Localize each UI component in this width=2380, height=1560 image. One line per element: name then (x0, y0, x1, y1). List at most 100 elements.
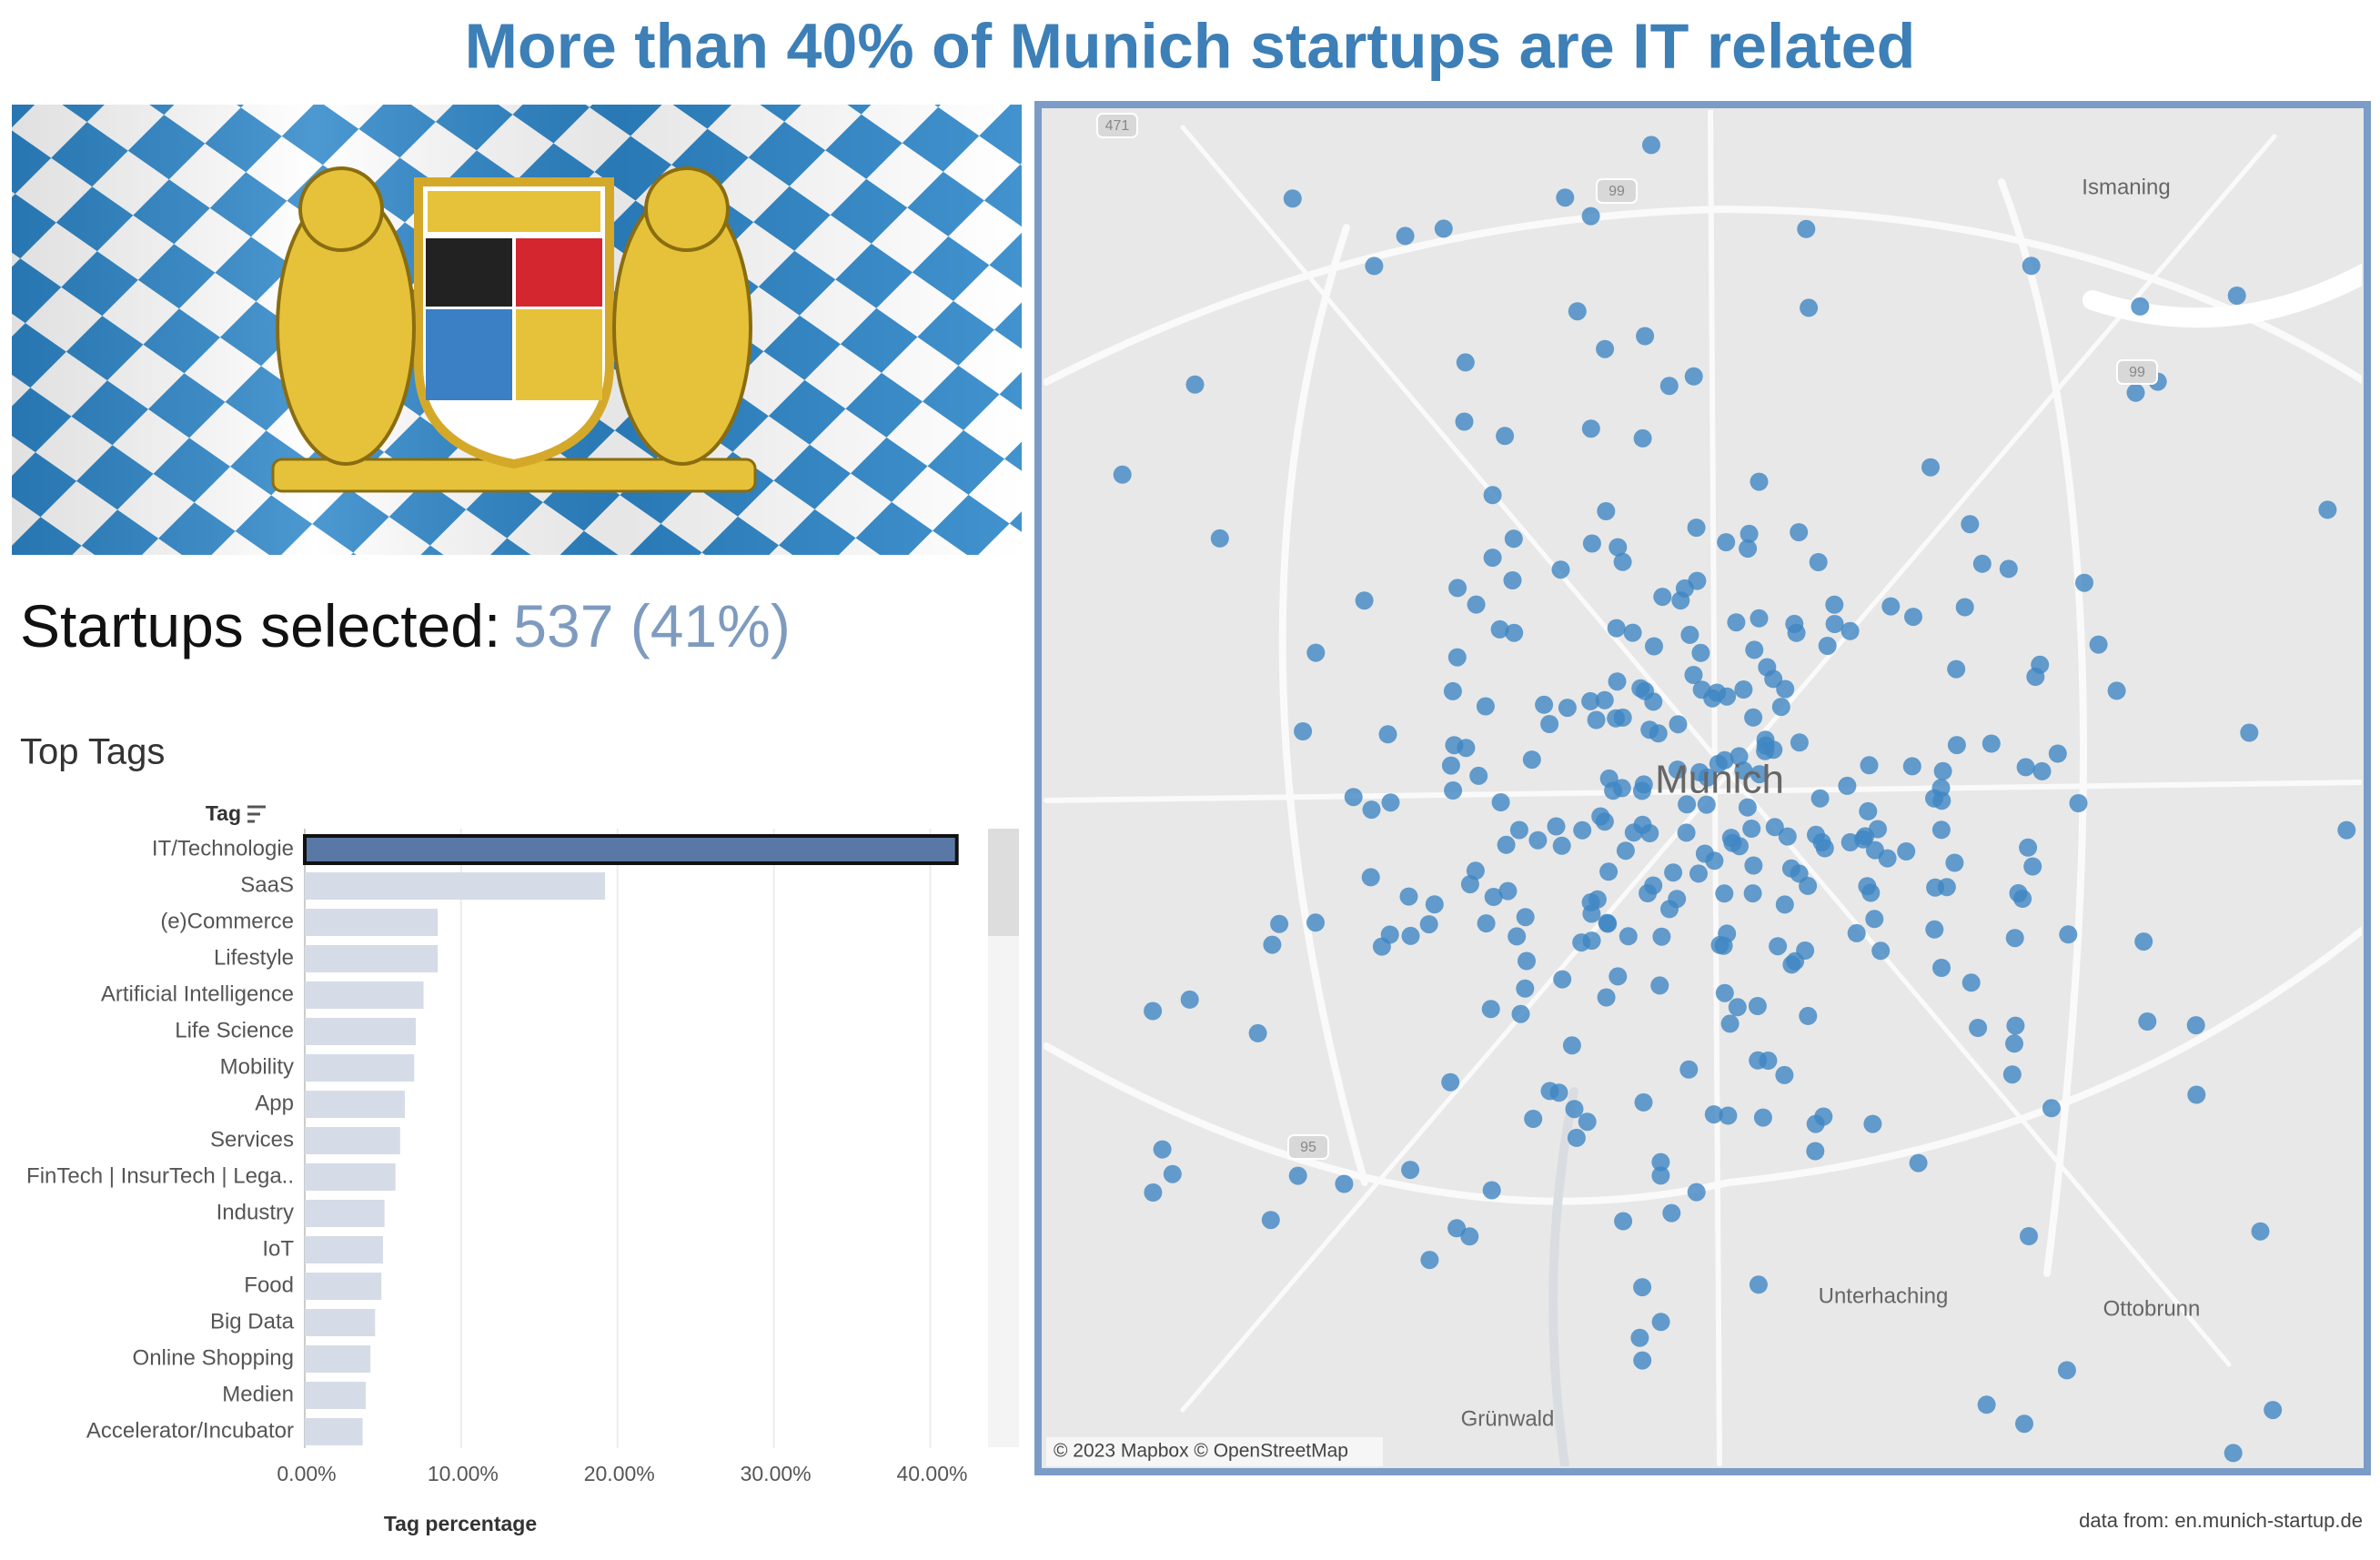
startup-dot[interactable] (1380, 925, 1399, 944)
startup-dot[interactable] (1652, 927, 1671, 946)
startup-dot[interactable] (1734, 761, 1753, 780)
startup-dot[interactable] (1483, 549, 1502, 568)
startup-dot[interactable] (1444, 781, 1463, 800)
startup-dot[interactable] (2006, 1016, 2025, 1035)
startup-dot[interactable] (1381, 793, 1400, 812)
startup-dot[interactable] (1639, 884, 1658, 902)
startup-dot[interactable] (2019, 838, 2038, 857)
startup-dot[interactable] (2251, 1222, 2270, 1241)
startup-dot[interactable] (1399, 887, 1418, 906)
startup-dot[interactable] (1671, 591, 1690, 610)
startup-dot[interactable] (2032, 761, 2052, 780)
startup-dot[interactable] (1365, 257, 1384, 276)
startup-dot[interactable] (2009, 884, 2028, 902)
startup-dot[interactable] (1596, 339, 1615, 358)
startup-dot[interactable] (1401, 926, 1420, 945)
startup-dot[interactable] (1858, 877, 1877, 896)
startup-dot[interactable] (1210, 528, 1229, 548)
startup-dot[interactable] (2089, 635, 2108, 654)
startup-dot[interactable] (1742, 820, 1761, 838)
startup-dot[interactable] (1796, 941, 1815, 960)
startup-dot[interactable] (1878, 849, 1897, 868)
startup-dot[interactable] (1977, 1395, 1996, 1414)
startup-dot[interactable] (1664, 863, 1683, 882)
startup-dot[interactable] (1448, 579, 1467, 598)
startup-dot[interactable] (1750, 765, 1769, 784)
startup-dot[interactable] (1758, 658, 1777, 677)
startup-dot[interactable] (1460, 1227, 1479, 1246)
startup-dot[interactable] (1797, 219, 1816, 238)
startup-dot[interactable] (1897, 842, 1916, 861)
startup-dot[interactable] (2026, 668, 2045, 686)
startup-dot[interactable] (1362, 800, 1381, 820)
startup-dot[interactable] (1288, 1166, 1307, 1185)
startup-dot[interactable] (1921, 458, 1940, 477)
startup-dot[interactable] (2022, 257, 2041, 276)
startup-dot[interactable] (1598, 913, 1617, 932)
startup-dot[interactable] (1698, 768, 1717, 787)
scrollbar[interactable] (988, 829, 1019, 1447)
startup-dot[interactable] (1863, 1114, 1882, 1133)
startup-dot[interactable] (1790, 864, 1809, 883)
startup-dot[interactable] (1582, 904, 1601, 923)
startup-dot[interactable] (1185, 375, 1205, 394)
startup-dot[interactable] (2057, 1361, 2076, 1380)
startup-dot[interactable] (1926, 878, 1945, 897)
startup-dot[interactable] (2240, 723, 2259, 742)
startup-dot[interactable] (1748, 997, 1767, 1015)
startup-dot[interactable] (1558, 699, 1577, 718)
startup-dot[interactable] (1456, 353, 1475, 372)
startup-dot[interactable] (1498, 881, 1518, 901)
startup-dot[interactable] (1806, 1142, 1825, 1161)
startup-dot[interactable] (2131, 297, 2150, 316)
startup-dot[interactable] (1640, 720, 1659, 740)
startup-dot[interactable] (2264, 1401, 2283, 1420)
startup-dot[interactable] (1982, 734, 2001, 753)
startup-dot[interactable] (1838, 776, 1857, 795)
startup-dot[interactable] (1261, 1211, 1280, 1230)
startup-dot[interactable] (1587, 710, 1606, 730)
bar[interactable] (303, 834, 959, 865)
startup-dot[interactable] (1578, 1112, 1597, 1132)
startup-dot[interactable] (1613, 552, 1632, 571)
startup-dot[interactable] (1776, 679, 1795, 699)
startup-dot[interactable] (1750, 472, 1769, 491)
startup-dot[interactable] (1955, 598, 1974, 617)
startup-dot[interactable] (1709, 754, 1728, 773)
startup-dot[interactable] (1144, 1001, 1163, 1021)
startup-dot[interactable] (1623, 623, 1642, 642)
startup-dot[interactable] (1482, 1181, 1501, 1200)
startup-dot[interactable] (1814, 1107, 1833, 1126)
startup-dot[interactable] (1396, 226, 1415, 246)
startup-dot[interactable] (1634, 775, 1653, 794)
startup-dot[interactable] (2016, 758, 2035, 777)
startup-dot[interactable] (1630, 1328, 1649, 1347)
startup-dot[interactable] (1455, 412, 1474, 431)
startup-dot[interactable] (1933, 761, 1952, 780)
startup-dot[interactable] (1710, 935, 1730, 954)
startup-dot[interactable] (2023, 857, 2042, 876)
startup-dot[interactable] (1695, 844, 1714, 863)
startup-dot[interactable] (1771, 698, 1790, 717)
startup-dot[interactable] (1775, 895, 1794, 914)
startup-dot[interactable] (1361, 868, 1380, 887)
startup-dot[interactable] (1659, 377, 1679, 396)
startup-dot[interactable] (1925, 789, 1943, 808)
startup-dot[interactable] (1739, 539, 1758, 559)
startup-dot[interactable] (1344, 788, 1363, 807)
startup-dot[interactable] (2048, 744, 2067, 763)
startup-dot[interactable] (1597, 502, 1616, 520)
startup-dot[interactable] (1790, 733, 1809, 752)
startup-dot[interactable] (1476, 697, 1495, 716)
startup-dot[interactable] (1715, 884, 1734, 903)
startup-dot[interactable] (2134, 932, 2153, 951)
startup-dot[interactable] (1740, 524, 1759, 543)
startup-dot[interactable] (2337, 820, 2356, 840)
startup-dot[interactable] (2126, 383, 2145, 402)
startup-dot[interactable] (1932, 959, 1951, 977)
startup-dot[interactable] (1999, 559, 2018, 579)
startup-dot[interactable] (1613, 708, 1632, 727)
startup-dot[interactable] (1378, 725, 1397, 744)
startup-dot[interactable] (1568, 302, 1587, 321)
startup-dot[interactable] (1535, 695, 1554, 714)
